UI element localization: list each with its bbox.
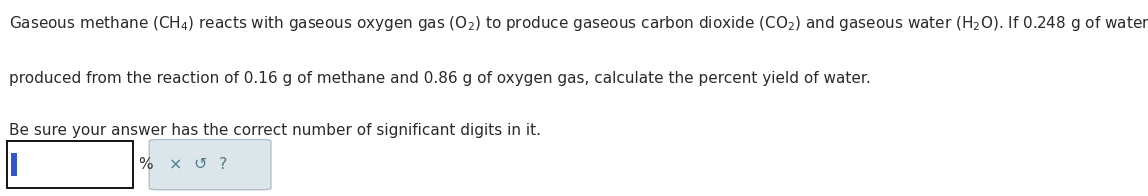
Text: %: % <box>138 157 153 172</box>
Text: Gaseous methane $\left(\mathregular{CH_4}\right)$ reacts with gaseous oxygen gas: Gaseous methane $\left(\mathregular{CH_4… <box>9 14 1148 33</box>
FancyBboxPatch shape <box>7 141 133 188</box>
Text: Be sure your answer has the correct number of significant digits in it.: Be sure your answer has the correct numb… <box>9 123 541 139</box>
Text: ×: × <box>169 157 183 172</box>
Text: ?: ? <box>218 157 227 172</box>
FancyBboxPatch shape <box>149 140 271 190</box>
FancyBboxPatch shape <box>11 153 17 176</box>
Text: produced from the reaction of 0.16 g of methane and 0.86 g of oxygen gas, calcul: produced from the reaction of 0.16 g of … <box>9 71 871 86</box>
Text: ↺: ↺ <box>193 157 207 172</box>
